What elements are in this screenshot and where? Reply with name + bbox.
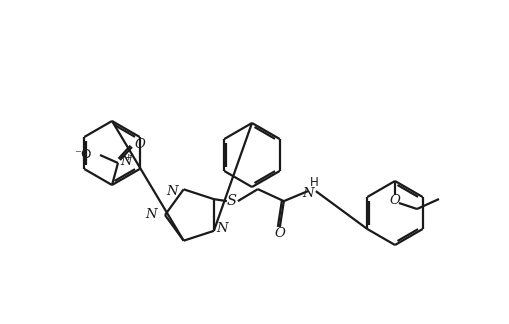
Text: N: N <box>145 209 157 222</box>
Text: O: O <box>274 226 285 240</box>
Text: +: + <box>124 154 131 163</box>
Text: H: H <box>309 176 318 189</box>
Text: N: N <box>301 187 313 200</box>
Text: O: O <box>134 137 145 151</box>
Text: N: N <box>120 156 131 168</box>
Text: S: S <box>227 194 236 208</box>
Text: O: O <box>389 194 400 207</box>
Text: N: N <box>215 222 227 235</box>
Text: N: N <box>166 185 177 198</box>
Text: ⁻O: ⁻O <box>74 148 92 161</box>
